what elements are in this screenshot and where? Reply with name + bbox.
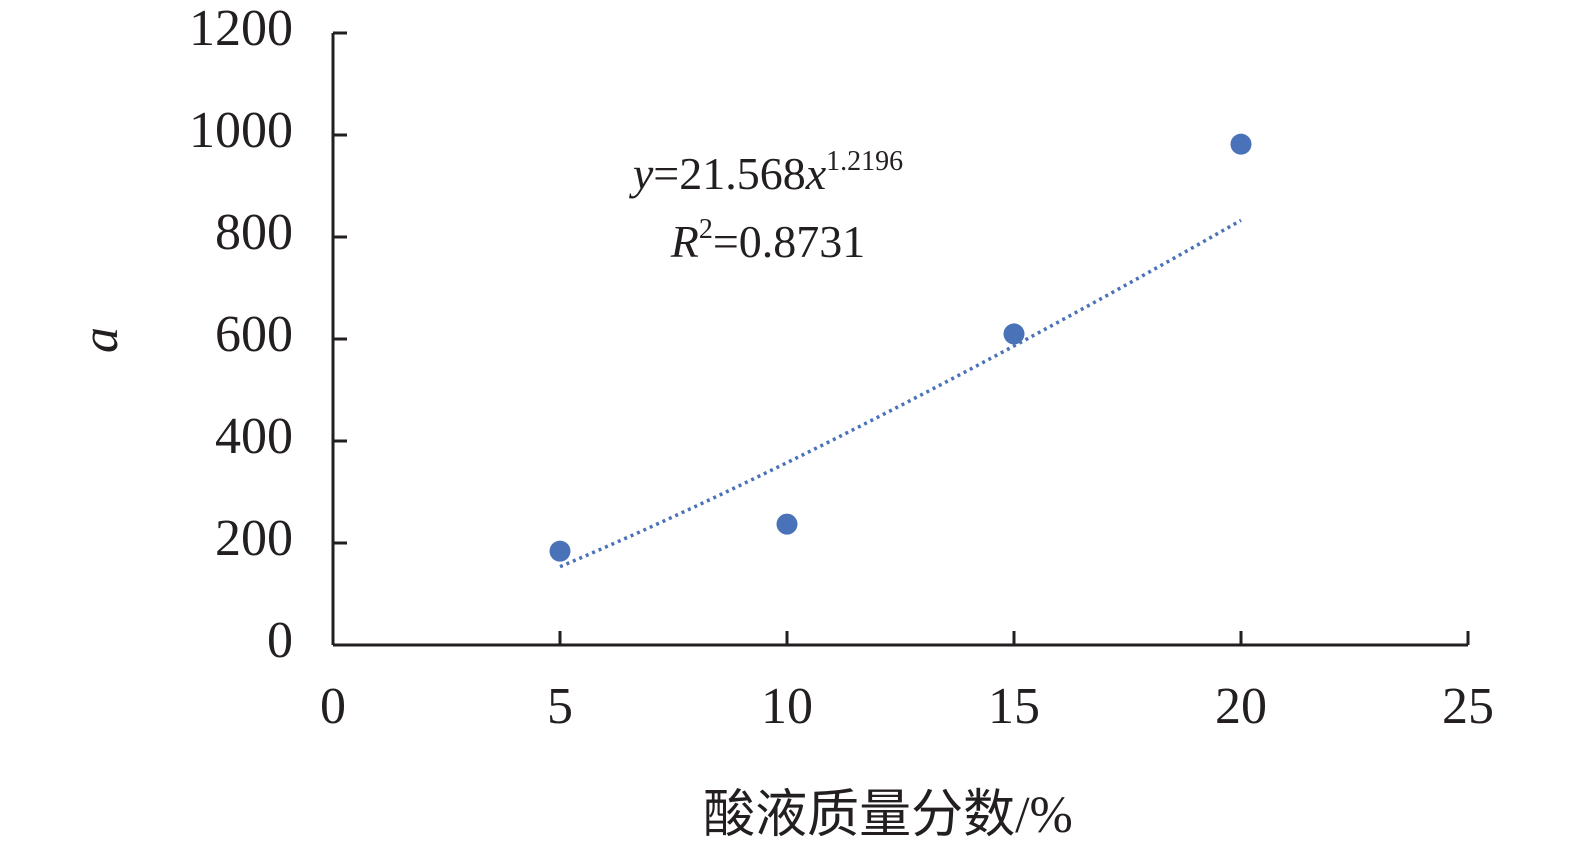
point [776, 513, 798, 535]
equation: y=21.568x1.2196 [629, 146, 903, 198]
r-square: 2 [699, 214, 713, 245]
eq-exponent: 1.2196 [826, 146, 903, 177]
y-tick-label: 400 [215, 408, 293, 465]
y-tick-label: 600 [215, 306, 293, 363]
x-axis-label: 酸液质量分数/% [703, 787, 1073, 844]
r-squared: R2=0.8731 [670, 214, 866, 266]
y-axis-label: a [72, 327, 129, 353]
eq-sign: = [653, 148, 679, 199]
x-tick-label: 20 [1215, 678, 1267, 735]
y-tick-label: 1200 [189, 0, 293, 57]
x-tick-label: 5 [547, 678, 573, 735]
eq-y: y [629, 148, 654, 199]
y-tick-label: 200 [215, 510, 293, 567]
eq-x: x [805, 148, 827, 199]
x-tick-label: 25 [1442, 678, 1494, 735]
x-tick-label: 15 [988, 678, 1040, 735]
y-tick-label: 800 [215, 204, 293, 261]
x-tick-label: 10 [761, 678, 813, 735]
point [549, 540, 571, 562]
r-sign: = [713, 216, 739, 267]
y-tick-label: 1000 [189, 102, 293, 159]
r-symbol: R [670, 216, 699, 267]
y-tick-label: 0 [267, 612, 293, 669]
r2-value: 0.8731 [739, 216, 866, 267]
point [1230, 133, 1252, 155]
x-tick-label: 0 [320, 678, 346, 735]
trendline [559, 218, 1242, 569]
eq-coefficient: 21.568 [679, 148, 806, 199]
point [1003, 323, 1025, 345]
